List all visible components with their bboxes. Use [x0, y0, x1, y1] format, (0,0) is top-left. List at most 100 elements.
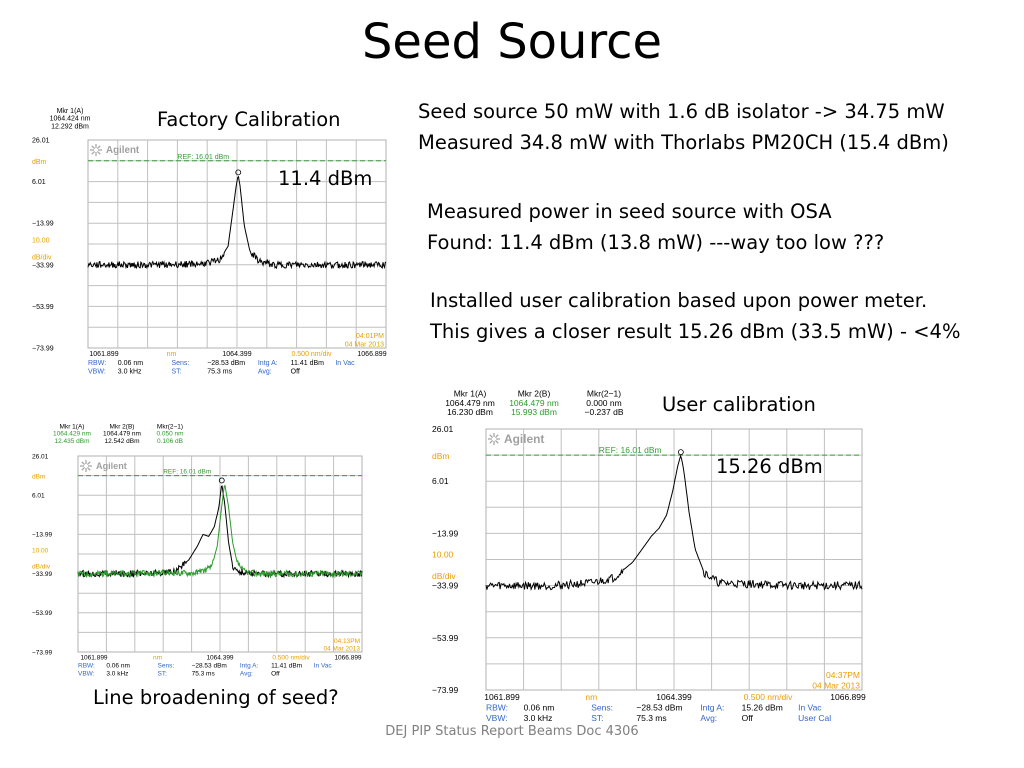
logo-spark — [494, 439, 499, 444]
logo-spark — [86, 466, 91, 471]
setting-value: 0.06 nm — [524, 702, 555, 712]
plot-grid — [87, 139, 387, 349]
logo-spark — [81, 466, 86, 471]
setting-value: Off — [742, 713, 754, 723]
setting-value: 11.41 dBm — [291, 360, 325, 367]
x-tick-label: 0.500 nm/div — [291, 351, 332, 358]
marker-power: −0.237 dB — [585, 407, 624, 417]
plot-grid — [77, 455, 363, 653]
line-broadening-caption: Line broadening of seed? — [93, 686, 339, 709]
setting-label: Sens: — [171, 360, 189, 367]
y-tick-label: dBm — [32, 159, 47, 166]
y-tick-label: dB/div — [32, 255, 52, 262]
slide-footer: DEJ PIP Status Report Beams Doc 4306 — [385, 724, 639, 739]
x-tick-label: 0.500 nm/div — [744, 692, 793, 702]
timestamp-date: 04 Mar 2013 — [324, 646, 361, 653]
y-tick-label: −33.99 — [432, 581, 459, 591]
seed-note-line-2: Measured 34.8 mW with Thorlabs PM20CH (1… — [418, 131, 949, 154]
logo-spark — [96, 150, 101, 155]
peak-marker — [677, 449, 684, 456]
marker-head: Mkr 1(A) — [454, 389, 487, 399]
setting-value: 75.3 ms — [207, 369, 232, 376]
y-tick-label: −53.99 — [432, 633, 459, 643]
setting-label: User Cal — [798, 713, 831, 723]
marker-head: Mkr 2(B) — [518, 389, 551, 399]
timestamp-date: 04 Mar 2013 — [812, 680, 860, 690]
seed-note: Seed source 50 mW with 1.6 dB isolator -… — [418, 96, 949, 158]
logo-spark — [494, 434, 499, 439]
setting-label: Avg: — [700, 713, 717, 723]
plot-grid — [485, 428, 863, 691]
spectrum-trace — [485, 454, 863, 591]
marker-power: 12.292 dBm — [51, 123, 89, 130]
y-tick-label: 26.01 — [32, 453, 49, 460]
setting-label: Intg A: — [700, 702, 724, 712]
peak-marker — [235, 169, 242, 176]
y-tick-label: 6.01 — [32, 179, 46, 186]
osa-note-line-1: Measured power in seed source with OSA — [427, 200, 832, 223]
setting-value: −28.53 dBm — [636, 702, 682, 712]
agilent-logo: Agilent — [90, 144, 140, 156]
x-tick-label: 1064.399 — [206, 654, 233, 661]
setting-label: ST: — [591, 713, 603, 723]
marker-readout: Mkr(2−1)0.050 nm0.106 dB — [156, 424, 183, 445]
setting-value: −28.53 dBm — [192, 663, 227, 670]
marker-head: Mkr(2−1) — [157, 424, 183, 431]
marker-wavelength: 1064.479 nm — [509, 398, 559, 408]
y-tick-label: −53.99 — [32, 304, 54, 311]
y-tick-label: −13.99 — [432, 528, 459, 538]
y-tick-label: −73.99 — [32, 345, 54, 352]
setting-label: Avg: — [258, 369, 272, 376]
marker-wavelength: 1064.479 nm — [103, 431, 141, 438]
user-calibration-caption: User calibration — [662, 393, 816, 416]
marker-wavelength: 1064.479 nm — [445, 398, 495, 408]
marker-wavelength: 1064.424 nm — [50, 116, 91, 123]
y-tick-label: −13.99 — [32, 532, 52, 539]
setting-value: 3.0 kHz — [106, 671, 128, 678]
spectrum-trace — [87, 175, 387, 270]
y-tick-label: 10.00 — [32, 547, 49, 554]
brand-name: Agilent — [106, 145, 140, 156]
y-tick-label: −73.99 — [32, 649, 52, 656]
y-tick-label: −53.99 — [32, 610, 52, 617]
agilent-logo: Agilent — [80, 460, 127, 472]
setting-value: 75.3 ms — [192, 671, 216, 678]
setting-label: RBW: — [88, 360, 106, 367]
marker-wavelength: 0.050 nm — [156, 431, 183, 438]
factory-calibration-caption: Factory Calibration — [157, 108, 341, 131]
setting-label: Intg A: — [258, 360, 278, 367]
setting-label: In Vac — [335, 360, 355, 367]
setting-label: ST: — [171, 369, 181, 376]
marker-wavelength: 1064.429 nm — [53, 431, 91, 438]
setting-label: ST: — [158, 671, 168, 678]
marker-power: 12.435 dBm — [54, 438, 89, 445]
brand-name: Agilent — [504, 432, 544, 446]
y-tick-label: −33.99 — [32, 262, 54, 269]
setting-label: VBW: — [88, 369, 106, 376]
spectrum-trace — [77, 484, 363, 579]
marker-head: Mkr 2(B) — [110, 424, 135, 431]
marker-power: 15.993 dBm — [511, 407, 557, 417]
x-tick-label: 1061.899 — [80, 654, 107, 661]
logo-spark — [91, 145, 96, 150]
marker-power: 0.106 dB — [157, 438, 183, 445]
marker-power: 12.542 dBm — [104, 438, 139, 445]
marker-power: 16.230 dBm — [447, 407, 493, 417]
marker-head: Mkr 1(A) — [60, 424, 85, 431]
logo-spark — [81, 461, 86, 466]
setting-value: 15.26 dBm — [742, 702, 783, 712]
y-tick-label: 6.01 — [32, 492, 45, 499]
setting-value: 75.3 ms — [636, 713, 666, 723]
slide-title: Seed Source — [361, 14, 663, 70]
setting-label: In Vac — [798, 702, 822, 712]
y-tick-label: −73.99 — [432, 685, 459, 695]
setting-label: In Vac — [314, 663, 333, 670]
y-tick-label: 26.01 — [432, 424, 454, 434]
